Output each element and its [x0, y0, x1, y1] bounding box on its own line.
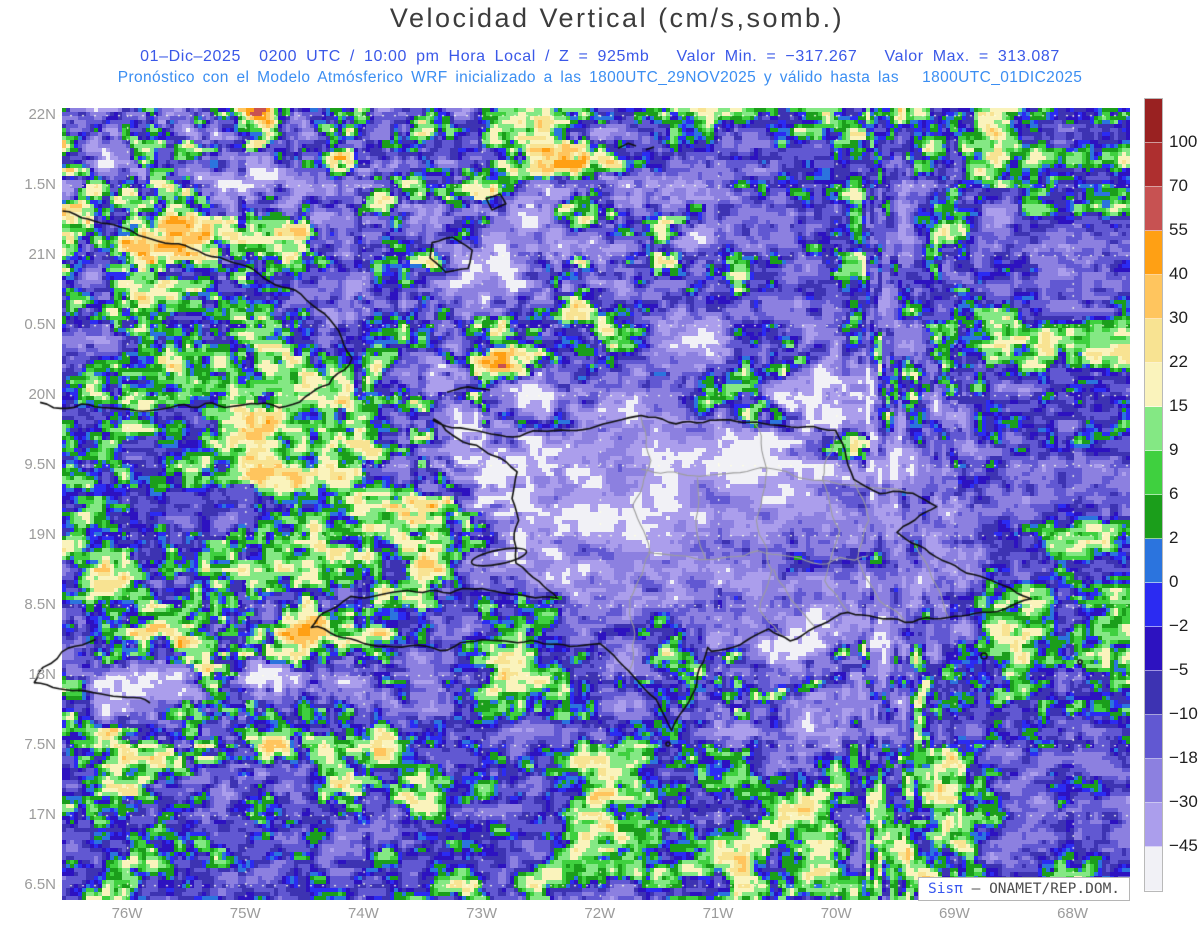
colorbar-segment: [1145, 715, 1162, 759]
lon-tick-label: 74W: [347, 905, 379, 922]
colorbar-tick-label: −18: [1169, 748, 1198, 767]
lat-tick-label: 22N: [28, 106, 56, 123]
colorbar-segment: [1145, 407, 1162, 451]
colorbar-segment: [1145, 847, 1162, 891]
colorbar-tick-label: 40: [1169, 264, 1188, 283]
colorbar-tick-label: 15: [1169, 396, 1188, 415]
lon-tick-label: 71W: [702, 905, 734, 922]
colorbar-segment: [1145, 495, 1162, 539]
colorbar-segment: [1145, 759, 1162, 803]
colorbar: [1144, 98, 1163, 892]
colorbar-tick-label: 30: [1169, 308, 1188, 327]
lat-tick-label: 1.5N: [24, 176, 56, 193]
colorbar-tick-label: 100: [1169, 132, 1198, 151]
colorbar-tick-label: 6: [1169, 484, 1179, 503]
colorbar-tick-label: −2: [1169, 616, 1189, 635]
colorbar-segment: [1145, 187, 1162, 231]
lat-tick-label: 8.5N: [24, 596, 56, 613]
watermark-brand: Sisπ: [927, 881, 963, 897]
colorbar-segment: [1145, 627, 1162, 671]
colorbar-tick-label: 0: [1169, 572, 1179, 591]
model-run-line: Pronóstico con el Modelo Atmósferico WRF…: [117, 69, 1083, 86]
colorbar-segment: [1145, 539, 1162, 583]
colorbar-tick-label: −5: [1169, 660, 1189, 679]
colorbar-segment: [1145, 451, 1162, 495]
lat-tick-label: 19N: [28, 526, 56, 543]
colorbar-tick-label: −30: [1169, 792, 1198, 811]
lat-tick-label: 17N: [28, 806, 56, 823]
lon-tick-label: 76W: [111, 905, 143, 922]
colorbar-segment: [1145, 671, 1162, 715]
colorbar-tick-label: 9: [1169, 440, 1179, 459]
lon-tick-label: 73W: [466, 905, 498, 922]
colorbar-tick-label: −10: [1169, 704, 1198, 723]
lon-tick-label: 70W: [820, 905, 852, 922]
lon-tick-label: 75W: [229, 905, 261, 922]
lon-tick-label: 68W: [1057, 905, 1089, 922]
colorbar-tick-label: 55: [1169, 220, 1188, 239]
lat-tick-label: 20N: [28, 386, 56, 403]
lon-tick-label: 69W: [938, 905, 970, 922]
lat-tick-label: 6.5N: [24, 876, 56, 893]
lat-tick-label: 0.5N: [24, 316, 56, 333]
lat-tick-label: 7.5N: [24, 736, 56, 753]
lon-tick-label: 72W: [584, 905, 616, 922]
valid-time-line: 01–Dic–2025 0200 UTC / 10:00 pm Hora Loc…: [140, 48, 1060, 65]
lat-tick-label: 18N: [28, 666, 56, 683]
colorbar-segment: [1145, 231, 1162, 275]
colorbar-segment: [1145, 803, 1162, 847]
page-title: Velocidad Vertical (cm/s,somb.): [389, 3, 845, 33]
colorbar-segment: [1145, 583, 1162, 627]
lat-tick-label: 9.5N: [24, 456, 56, 473]
lat-tick-label: 21N: [28, 246, 56, 263]
colorbar-segment: [1145, 99, 1162, 143]
colorbar-segment: [1145, 363, 1162, 407]
watermark-agency: – ONAMET/REP.DOM.: [962, 881, 1121, 897]
colorbar-segment: [1145, 275, 1162, 319]
colorbar-tick-label: 22: [1169, 352, 1188, 371]
colorbar-segment: [1145, 143, 1162, 187]
colorbar-tick-label: −45: [1169, 836, 1198, 855]
colorbar-segment: [1145, 319, 1162, 363]
colorbar-tick-label: 70: [1169, 176, 1188, 195]
watermark-box: Sisπ – ONAMET/REP.DOM.: [918, 877, 1130, 901]
colorbar-tick-label: 2: [1169, 528, 1179, 547]
coastline-grid-overlay-canvas: [25, 108, 1130, 900]
